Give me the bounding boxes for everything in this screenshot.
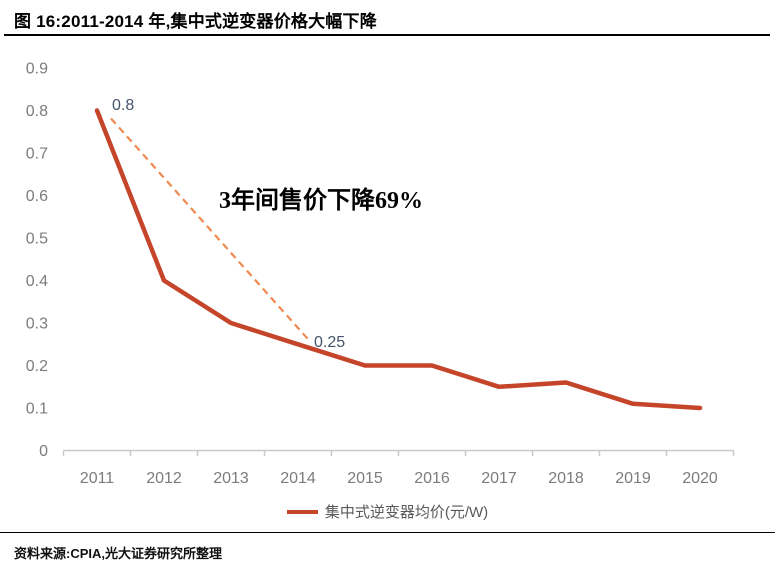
x-axis-tick-label: 2013 xyxy=(213,470,249,487)
legend-label: 集中式逆变器均价(元/W) xyxy=(324,504,489,521)
source-text: 资料来源:CPIA,光大证券研究所整理 xyxy=(14,546,223,561)
y-axis-tick-label: 0.7 xyxy=(26,146,48,163)
y-axis-tick-label: 0.6 xyxy=(26,188,48,205)
y-axis-tick-label: 0.4 xyxy=(26,273,48,290)
title-underline xyxy=(4,34,770,36)
y-axis-tick-label: 0.8 xyxy=(26,103,48,120)
legend-line-marker xyxy=(286,509,318,514)
x-axis-tick-label: 2019 xyxy=(615,470,651,487)
dashed-decline-connector xyxy=(110,117,310,341)
x-axis-tick-label: 2016 xyxy=(414,470,450,487)
data-label-2014: 0.25 xyxy=(314,334,346,351)
data-label-2011: 0.8 xyxy=(112,97,135,114)
x-axis-tick-label: 2014 xyxy=(280,470,316,487)
y-axis-tick-label: 0.5 xyxy=(26,231,48,248)
x-axis-tick-label: 2015 xyxy=(347,470,383,487)
footer-divider xyxy=(0,532,775,533)
y-axis-tick-label: 0.9 xyxy=(26,61,48,78)
price-line-series xyxy=(94,108,703,411)
y-axis-tick-label: 0.2 xyxy=(26,358,48,375)
x-axis-tick-label: 2012 xyxy=(146,470,182,487)
x-axis-tick-label: 2020 xyxy=(682,470,718,487)
x-axis-tick-label: 2011 xyxy=(80,470,115,487)
y-axis-tick-label: 0 xyxy=(39,443,48,460)
x-axis-tick-label: 2017 xyxy=(481,470,517,487)
legend: 集中式逆变器均价(元/W) xyxy=(0,501,775,522)
decline-annotation-text: 3年间售价下降69% xyxy=(219,188,423,214)
figure-title: 图 16:2011-2014 年,集中式逆变器价格大幅下降 xyxy=(14,12,377,31)
y-axis-tick-label: 0.3 xyxy=(26,316,48,333)
y-axis-tick-label: 0.1 xyxy=(26,401,48,418)
x-axis-tick-label: 2018 xyxy=(548,470,584,487)
